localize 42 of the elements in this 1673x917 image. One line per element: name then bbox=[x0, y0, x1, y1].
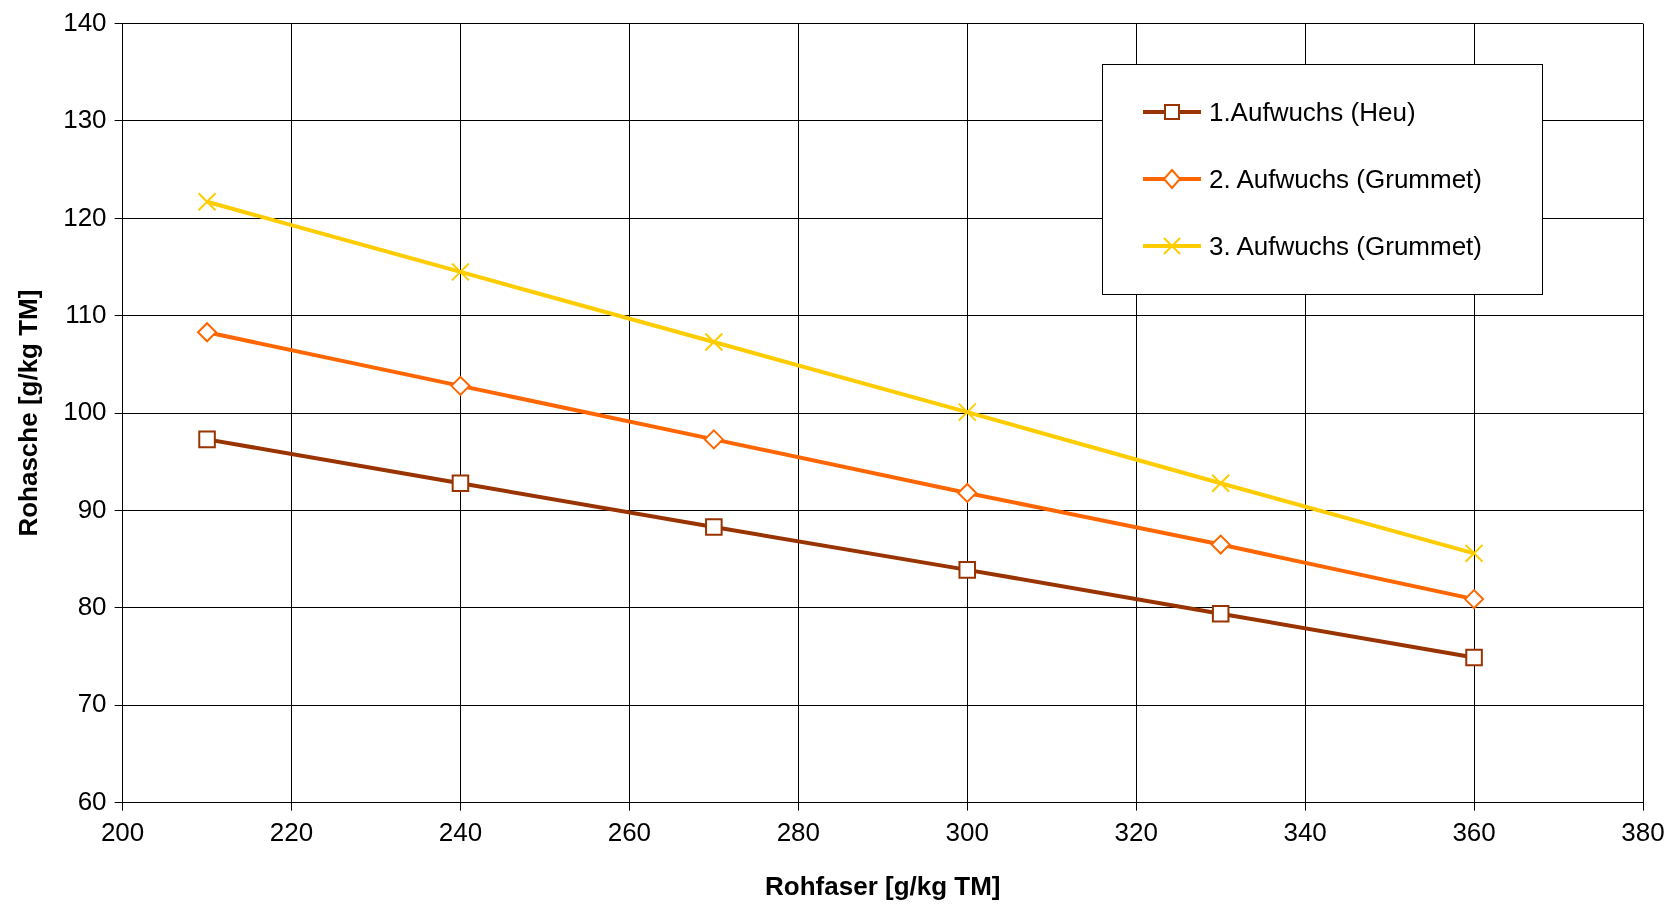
point bbox=[705, 518, 723, 536]
x-tick-label: 380 bbox=[1621, 817, 1665, 848]
y-tick-label: 120 bbox=[63, 201, 107, 232]
point bbox=[1465, 648, 1483, 667]
x-tick-label: 360 bbox=[1452, 817, 1496, 848]
point bbox=[451, 474, 470, 492]
legend-label: 3. Aufwuchs (Grummet) bbox=[1208, 230, 1482, 262]
point bbox=[957, 402, 977, 422]
y-tick-label: 110 bbox=[65, 298, 107, 329]
legend-label: 1.Aufwuchs (Heu) bbox=[1208, 96, 1416, 128]
point bbox=[450, 262, 470, 282]
point bbox=[704, 332, 724, 352]
x-tick-label: 320 bbox=[1114, 817, 1158, 848]
y-tick-label: 60 bbox=[77, 785, 107, 816]
legend-label: 2. Aufwuchs (Grummet) bbox=[1208, 163, 1482, 195]
y-tick-label: 140 bbox=[63, 6, 107, 37]
point bbox=[958, 561, 977, 579]
x-axis-title: Rohfaser [g/kg TM] bbox=[765, 870, 1001, 901]
y-tick-label: 80 bbox=[77, 591, 107, 622]
x-tick-label: 280 bbox=[776, 817, 821, 848]
y-tick-label: 70 bbox=[77, 688, 107, 719]
point bbox=[1464, 589, 1485, 610]
y-axis-title: Rohasche [g/kg TM] bbox=[12, 289, 43, 537]
point bbox=[1464, 543, 1484, 563]
x-tick-label: 340 bbox=[1283, 817, 1327, 848]
point bbox=[1211, 604, 1230, 623]
x-tick-label: 260 bbox=[607, 817, 652, 848]
y-tick-label: 130 bbox=[63, 104, 107, 135]
x-tick-label: 220 bbox=[269, 817, 314, 848]
y-tick-label: 100 bbox=[63, 396, 107, 427]
point bbox=[1211, 473, 1231, 493]
point bbox=[197, 322, 218, 343]
y-tick-label: 90 bbox=[77, 493, 107, 524]
x-tick-label: 300 bbox=[945, 817, 989, 848]
point bbox=[197, 192, 217, 212]
point bbox=[198, 430, 216, 449]
x-tick-label: 240 bbox=[438, 817, 483, 848]
point bbox=[450, 375, 471, 396]
x-tick-label: 200 bbox=[100, 817, 145, 848]
point bbox=[1210, 534, 1231, 555]
point bbox=[703, 429, 724, 450]
point bbox=[957, 482, 978, 503]
